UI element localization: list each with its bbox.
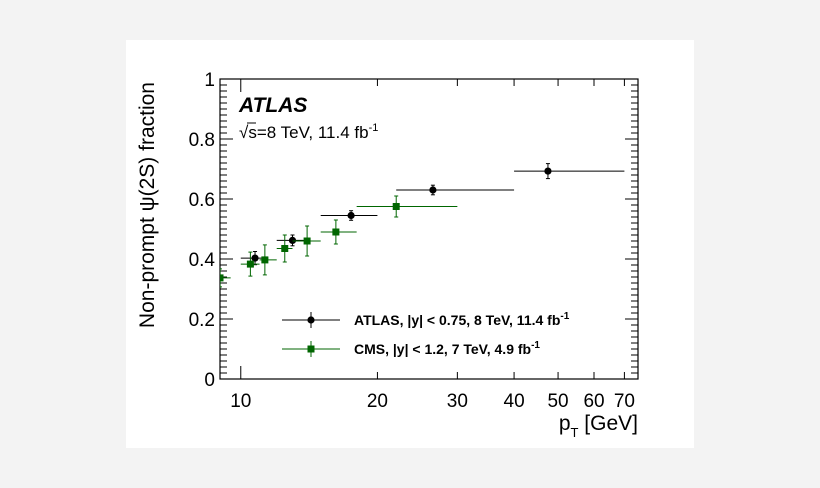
- energy-label: √s=8 TeV, 11.4 fb-1: [239, 122, 378, 142]
- legend-atlas-superscript: -1: [560, 311, 569, 322]
- cms-point: [292, 225, 321, 257]
- y-tick-label: 1: [204, 70, 215, 91]
- cms-point: [276, 234, 293, 263]
- atlas-point: [396, 184, 515, 196]
- cms-point: [220, 268, 231, 288]
- sqrt-symbol: √: [239, 123, 249, 142]
- y-axis-title: Non-prompt ψ(2S) fraction: [136, 82, 159, 328]
- cms-point: [356, 195, 458, 218]
- atlas-marker: [429, 186, 437, 194]
- energy-superscript: -1: [369, 122, 379, 134]
- y-tick-label: 0: [204, 370, 215, 391]
- series-atlas: [240, 163, 625, 266]
- y-tick-label: 0.8: [189, 130, 215, 151]
- legend-entry-atlas: ATLAS, |y| < 0.75, 8 TeV, 11.4 fb-1: [282, 311, 570, 328]
- legend-cms-superscript: -1: [531, 340, 540, 351]
- axis-tick-labels: 10 20 30 40 50 60 70 0 0.2 0.4 0.6 0.8 1: [189, 70, 635, 412]
- cms-marker: [332, 228, 340, 236]
- data-layer: [220, 163, 625, 288]
- axis-ticks: [219, 78, 638, 380]
- y-tick-label: 0.4: [189, 250, 216, 271]
- cms-marker: [303, 237, 311, 245]
- x-tick-label: 50: [547, 391, 568, 412]
- cms-marker: [261, 256, 269, 264]
- sqrt-s: s: [248, 123, 257, 142]
- cms-point: [240, 251, 260, 277]
- cms-marker: [392, 203, 400, 210]
- cms-marker: [246, 260, 254, 268]
- y-tick-label: 0.6: [189, 190, 215, 211]
- cms-point: [320, 219, 357, 245]
- svg-text:CMS, |y| < 1.2, 7 TeV, 4.9 fb-: CMS, |y| < 1.2, 7 TeV, 4.9 fb-1: [354, 340, 540, 357]
- legend-cms-marker: [307, 345, 315, 353]
- cms-point: [259, 244, 277, 276]
- chart-figure: 10 20 30 40 50 60 70 0 0.2 0.4 0.6 0.8 1 ATLAS √s=8 …: [126, 40, 694, 448]
- atlas-marker: [251, 254, 259, 262]
- legend-atlas-text: ATLAS, |y| < 0.75, 8 TeV, 11.4 fb: [354, 312, 560, 328]
- energy-text: =8 TeV, 11.4 fb: [257, 123, 369, 142]
- legend-cms-text: CMS, |y| < 1.2, 7 TeV, 4.9 fb: [354, 341, 531, 357]
- x-tick-label: 60: [583, 391, 604, 412]
- atlas-marker: [544, 167, 552, 175]
- atlas-point: [514, 163, 625, 180]
- atlas-point: [276, 234, 308, 247]
- x-axis-title-subscript: T: [571, 425, 579, 440]
- x-axis-title-unit: [GeV]: [578, 412, 638, 435]
- legend-entry-cms: CMS, |y| < 1.2, 7 TeV, 4.9 fb-1: [282, 340, 540, 357]
- experiment-label: ATLAS: [238, 94, 307, 117]
- series-cms: [220, 195, 458, 288]
- x-tick-label: 20: [367, 391, 388, 412]
- x-tick-label: 30: [447, 391, 468, 412]
- atlas-marker: [288, 236, 297, 244]
- svg-text:ATLAS, |y| < 0.75, 8 TeV, 11.4: ATLAS, |y| < 0.75, 8 TeV, 11.4 fb-1: [354, 311, 570, 328]
- x-tick-label: 40: [504, 391, 525, 412]
- chart-svg: 10 20 30 40 50 60 70 0 0.2 0.4 0.6 0.8 1 ATLAS √s=8 …: [136, 70, 639, 440]
- cms-marker: [281, 245, 289, 252]
- atlas-point: [320, 210, 378, 221]
- x-tick-label: 70: [614, 391, 635, 412]
- y-tick-label: 0.2: [189, 310, 215, 331]
- cms-marker: [220, 274, 224, 282]
- atlas-marker: [347, 211, 355, 220]
- x-tick-label: 10: [230, 391, 251, 412]
- x-axis-title: pT [GeV]: [559, 412, 638, 440]
- x-axis-title-main: p: [559, 412, 571, 435]
- legend: ATLAS, |y| < 0.75, 8 TeV, 11.4 fb-1 CMS,…: [282, 311, 570, 357]
- legend-atlas-marker: [307, 316, 315, 324]
